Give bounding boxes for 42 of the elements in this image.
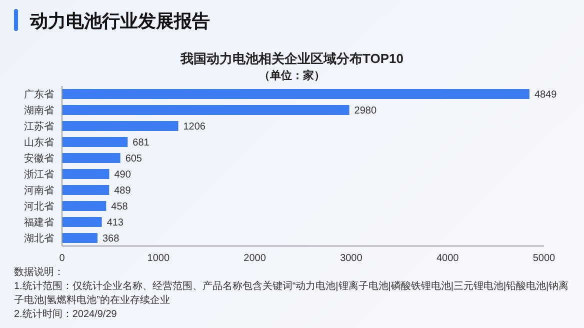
- data-label: 458: [111, 202, 128, 213]
- data-label: 413: [106, 218, 124, 229]
- bar: [62, 153, 120, 163]
- y-tick-label: 河南省: [24, 184, 54, 197]
- text: 1.统计范围：仅统计企业名称、经营范围、产品名称包含关键词“动力电池|锂离子电池|磷酸铁锂电池|三元锂电池|铅酸电池|钠离子电池|氢燃料电池”的在业存续企业: [14, 280, 570, 308]
- bar: [62, 201, 106, 211]
- y-tick-label: 安徽省: [24, 152, 54, 165]
- x-tick-label: 2000: [244, 253, 266, 264]
- text: 数据说明：: [14, 266, 65, 280]
- y-tick-label: 河北省: [24, 200, 54, 213]
- x-tick-label: 1000: [147, 253, 170, 264]
- y-tick-label: 浙江省: [24, 168, 54, 181]
- data-label: 681: [132, 138, 150, 149]
- data-label: 2980: [354, 106, 377, 117]
- text: 2.统计时间：2024/9/29: [14, 308, 118, 322]
- bar: [62, 169, 110, 179]
- y-tick-label: 山东省: [24, 136, 54, 149]
- data-label: 1206: [183, 122, 206, 133]
- y-tick-label: 湖北省: [24, 232, 54, 245]
- x-tick-label: 3000: [340, 253, 363, 264]
- y-tick-label: 福建省: [24, 216, 54, 229]
- chart-subtitle: 我国动力电池相关企业区域分布TOP10: [179, 50, 404, 68]
- bar: [62, 105, 350, 115]
- data-label: 489: [114, 186, 132, 197]
- x-tick-label: 0: [59, 253, 66, 264]
- data-label: 490: [114, 170, 132, 181]
- bar: [62, 217, 102, 227]
- bar: [62, 137, 128, 147]
- x-tick-label: 4000: [436, 253, 460, 264]
- data-label: 368: [102, 234, 120, 245]
- text: （单位：家）: [258, 68, 326, 83]
- bar: [62, 233, 98, 243]
- bar: [62, 121, 178, 131]
- y-tick-label: 江苏省: [24, 120, 54, 133]
- x-tick-label: 5000: [532, 253, 556, 264]
- data-label: 4849: [534, 90, 558, 101]
- data-label: 605: [125, 154, 142, 165]
- y-tick-label: 湖南省: [24, 104, 54, 117]
- y-tick-label: 广东省: [24, 88, 54, 101]
- bar: [62, 89, 530, 99]
- bar: [62, 185, 110, 195]
- chart-title: 动力电池行业发展报告: [30, 10, 210, 33]
